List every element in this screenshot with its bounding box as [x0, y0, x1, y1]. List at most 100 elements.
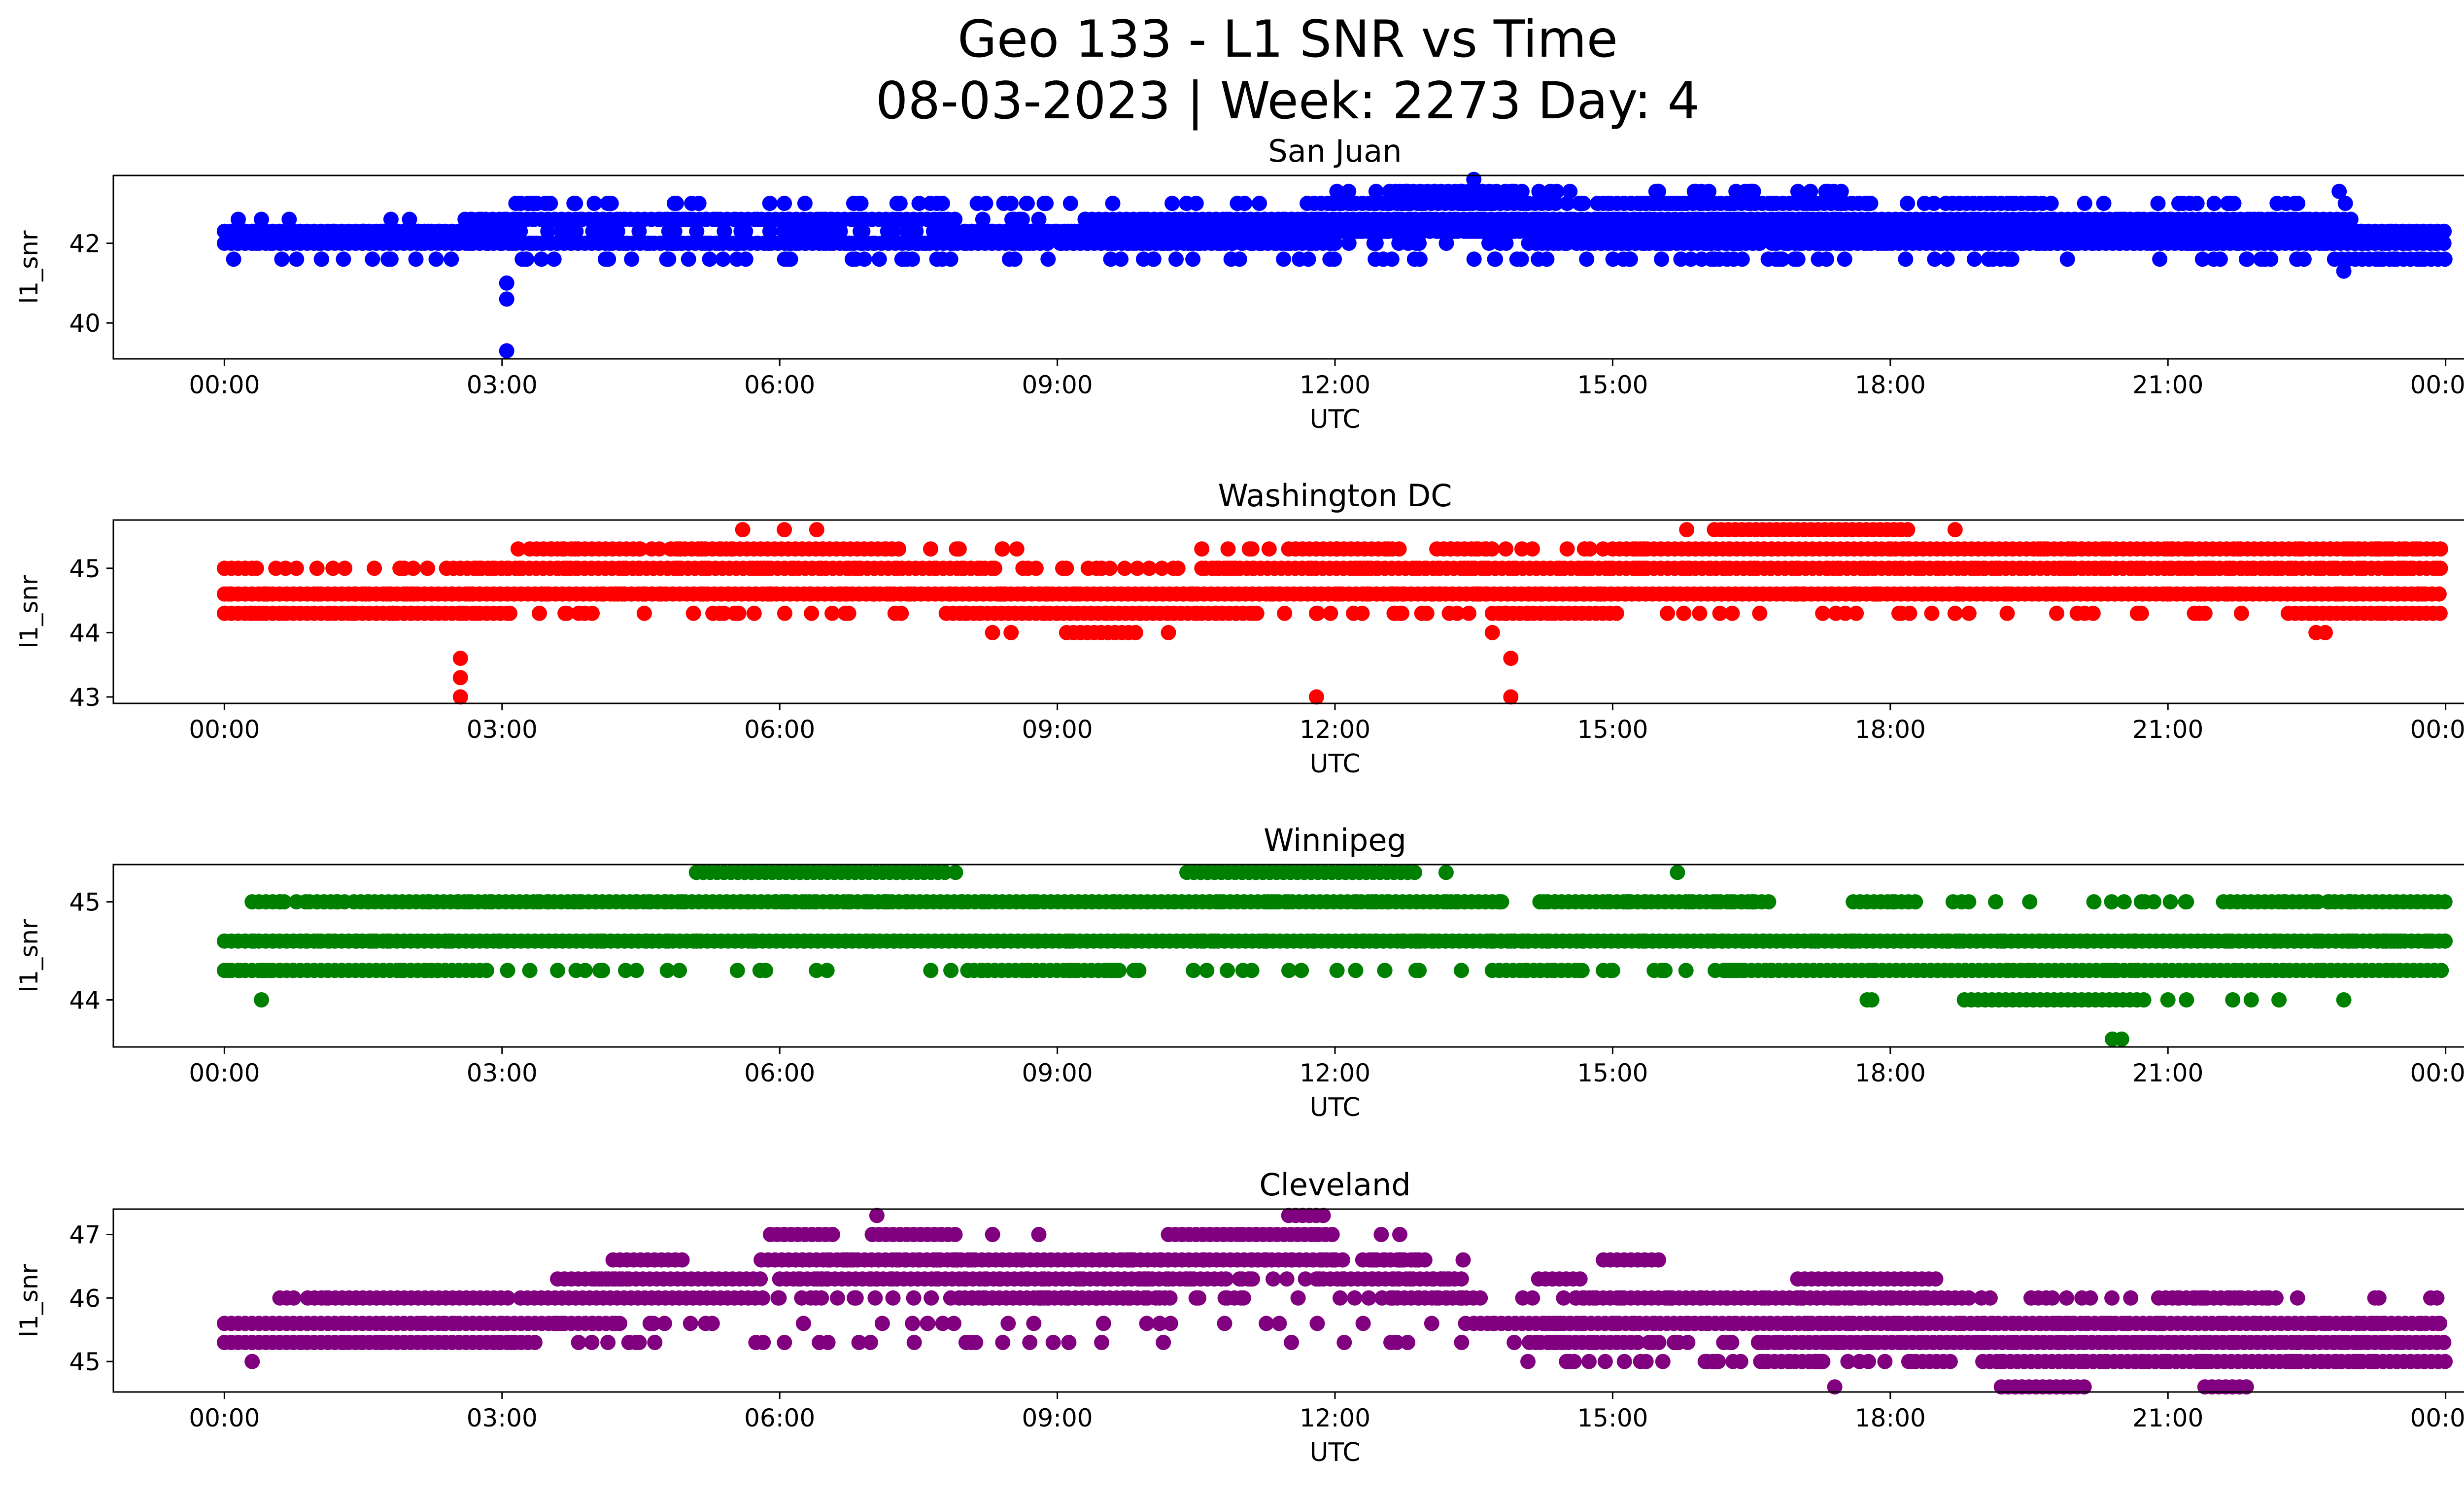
- data-point: [1865, 963, 1881, 978]
- data-point: [1419, 211, 1434, 227]
- data-point: [2133, 605, 2149, 621]
- data-point: [2271, 992, 2287, 1008]
- data-point: [1637, 223, 1653, 239]
- data-point: [1694, 196, 1710, 211]
- data-point: [943, 963, 959, 978]
- data-point: [1438, 236, 1454, 251]
- data-point: [968, 933, 984, 949]
- data-point: [1761, 894, 1777, 910]
- data-point: [847, 211, 862, 227]
- data-point: [484, 223, 500, 239]
- data-point: [1502, 223, 1518, 239]
- data-point: [1694, 251, 1710, 267]
- data-point: [231, 211, 246, 227]
- y-tick-label: 45: [69, 555, 101, 583]
- data-point: [1267, 894, 1283, 910]
- data-point: [1881, 560, 1897, 576]
- data-point: [1881, 223, 1896, 239]
- data-point: [1498, 605, 1514, 621]
- data-point: [1364, 894, 1380, 910]
- data-point: [1331, 586, 1347, 602]
- data-point: [1567, 586, 1583, 602]
- data-point: [1503, 651, 1519, 666]
- x-tick-label: 21:00: [2132, 1059, 2203, 1087]
- x-tick-label: 06:00: [744, 371, 815, 399]
- data-point: [2220, 196, 2236, 211]
- data-point: [2085, 236, 2101, 251]
- data-point: [2269, 560, 2285, 576]
- data-point: [840, 894, 856, 910]
- data-point: [1572, 963, 1587, 978]
- data-point: [2264, 211, 2280, 227]
- data-point: [402, 211, 417, 227]
- data-point: [420, 560, 436, 576]
- data-point: [816, 236, 832, 251]
- data-point: [2000, 586, 2016, 602]
- x-tick-label: 21:00: [2132, 715, 2203, 744]
- data-point: [444, 251, 459, 267]
- data-point: [2253, 251, 2269, 267]
- data-point: [1951, 933, 1967, 949]
- data-point: [1492, 236, 1508, 251]
- data-point: [2266, 933, 2282, 949]
- data-point: [958, 236, 974, 251]
- data-point: [695, 586, 711, 602]
- data-point: [1630, 1335, 1645, 1350]
- data-point: [1503, 933, 1519, 949]
- data-point: [2410, 586, 2426, 602]
- data-point: [2287, 933, 2302, 949]
- data-point: [510, 541, 526, 557]
- data-point: [246, 933, 262, 949]
- data-point: [1579, 560, 1595, 576]
- data-point: [396, 605, 412, 621]
- data-point: [530, 894, 546, 910]
- data-point: [1724, 605, 1740, 621]
- data-point: [641, 894, 656, 910]
- data-point: [2005, 196, 2021, 211]
- data-point: [746, 605, 762, 621]
- data-point: [804, 605, 820, 621]
- data-point: [709, 211, 724, 227]
- data-point: [923, 541, 938, 557]
- data-point: [1552, 560, 1568, 576]
- data-point: [512, 211, 528, 227]
- data-point: [1343, 196, 1359, 211]
- data-point: [1438, 560, 1454, 576]
- data-point: [2096, 223, 2112, 239]
- data-point: [1443, 541, 1459, 557]
- data-point: [1742, 196, 1758, 211]
- data-point: [1911, 560, 1926, 576]
- data-point: [1304, 236, 1320, 251]
- data-point: [672, 963, 687, 978]
- data-point: [1015, 560, 1031, 576]
- data-point: [1515, 933, 1531, 949]
- scatter-series: [216, 1208, 2453, 1395]
- data-point: [2016, 211, 2032, 227]
- data-point: [254, 211, 269, 227]
- data-point: [2322, 894, 2337, 910]
- data-point: [1721, 541, 1737, 557]
- data-point: [661, 223, 677, 239]
- data-point: [1220, 963, 1235, 978]
- data-point: [2252, 933, 2268, 949]
- data-point: [2390, 586, 2405, 602]
- data-point: [584, 605, 600, 621]
- data-point: [502, 605, 517, 621]
- data-point: [994, 541, 1010, 557]
- data-point: [2039, 586, 2055, 602]
- data-point: [1559, 541, 1575, 557]
- data-point: [887, 933, 902, 949]
- data-point: [1084, 894, 1100, 910]
- data-point: [1474, 183, 1490, 199]
- data-point: [1117, 560, 1132, 576]
- data-point: [482, 894, 498, 910]
- data-point: [745, 933, 760, 949]
- data-point: [2314, 963, 2330, 978]
- data-point: [653, 236, 669, 251]
- data-point: [889, 211, 905, 227]
- data-point: [731, 605, 747, 621]
- data-point: [631, 560, 647, 576]
- data-point: [480, 236, 496, 251]
- data-point: [1678, 196, 1694, 211]
- data-point: [911, 196, 927, 211]
